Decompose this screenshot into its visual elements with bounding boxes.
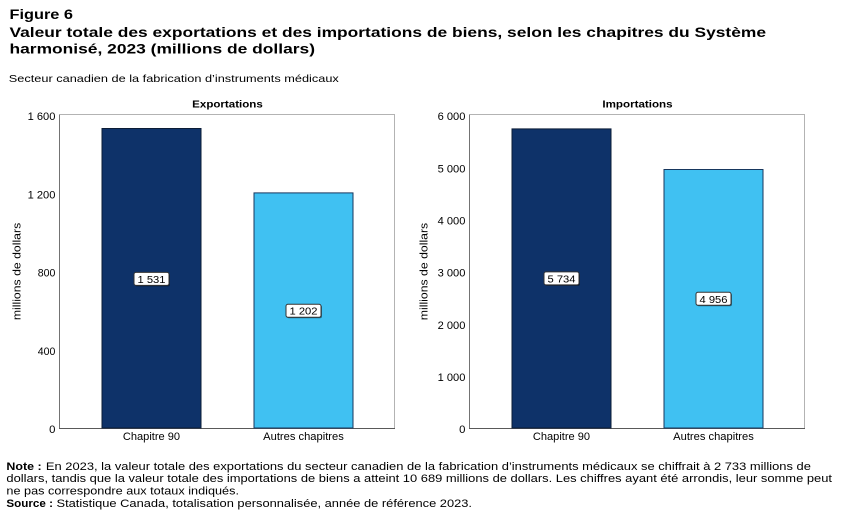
svg-text:400: 400 bbox=[38, 346, 56, 358]
svg-text:0: 0 bbox=[459, 424, 465, 436]
svg-text:1 200: 1 200 bbox=[28, 189, 56, 201]
svg-text:4 000: 4 000 bbox=[438, 216, 466, 228]
svg-text:Autres chapitres: Autres chapitres bbox=[673, 431, 754, 443]
svg-text:millions de dollars: millions de dollars bbox=[419, 222, 431, 320]
svg-text:1 531: 1 531 bbox=[138, 275, 166, 286]
svg-text:1 600: 1 600 bbox=[28, 111, 56, 123]
svg-text:Chapitre 90: Chapitre 90 bbox=[533, 431, 590, 443]
svg-text:Chapitre 90: Chapitre 90 bbox=[123, 431, 180, 443]
svg-text:0: 0 bbox=[49, 424, 55, 436]
svg-text:Autres chapitres: Autres chapitres bbox=[263, 431, 344, 443]
svg-text:harmonisé, 2023 (millions de d: harmonisé, 2023 (millions de dollars) bbox=[10, 41, 316, 56]
svg-text:5 000: 5 000 bbox=[438, 163, 466, 175]
svg-text:Exportations: Exportations bbox=[192, 99, 263, 110]
svg-text:ne pas correspondre aux totaux: ne pas correspondre aux totaux indiqués. bbox=[6, 486, 239, 498]
svg-text:6 000: 6 000 bbox=[438, 111, 466, 123]
svg-text:dollars, tandis que la valeur: dollars, tandis que la valeur totale des… bbox=[6, 473, 832, 485]
svg-text:Valeur totale des exportations: Valeur totale des exportations et des im… bbox=[10, 25, 767, 40]
svg-text:En 2023, la valeur totale des: En 2023, la valeur totale des exportatio… bbox=[46, 461, 811, 473]
svg-text:1 202: 1 202 bbox=[290, 307, 318, 318]
svg-text:800: 800 bbox=[38, 268, 56, 280]
svg-text:5 734: 5 734 bbox=[548, 275, 576, 286]
svg-text:Note :: Note : bbox=[6, 461, 41, 473]
svg-text:millions de dollars: millions de dollars bbox=[12, 222, 24, 320]
svg-text:1 000: 1 000 bbox=[438, 372, 466, 384]
svg-text:Source :: Source : bbox=[6, 498, 53, 510]
svg-text:3 000: 3 000 bbox=[438, 268, 466, 280]
svg-text:Secteur canadien de la fabrica: Secteur canadien de la fabrication d’ins… bbox=[9, 73, 340, 85]
svg-text:Figure 6: Figure 6 bbox=[10, 7, 74, 22]
svg-text:Importations: Importations bbox=[602, 99, 673, 110]
svg-text:Statistique Canada, totalisati: Statistique Canada, totalisation personn… bbox=[57, 498, 473, 510]
svg-text:4 956: 4 956 bbox=[700, 295, 728, 306]
svg-text:2 000: 2 000 bbox=[438, 320, 466, 332]
